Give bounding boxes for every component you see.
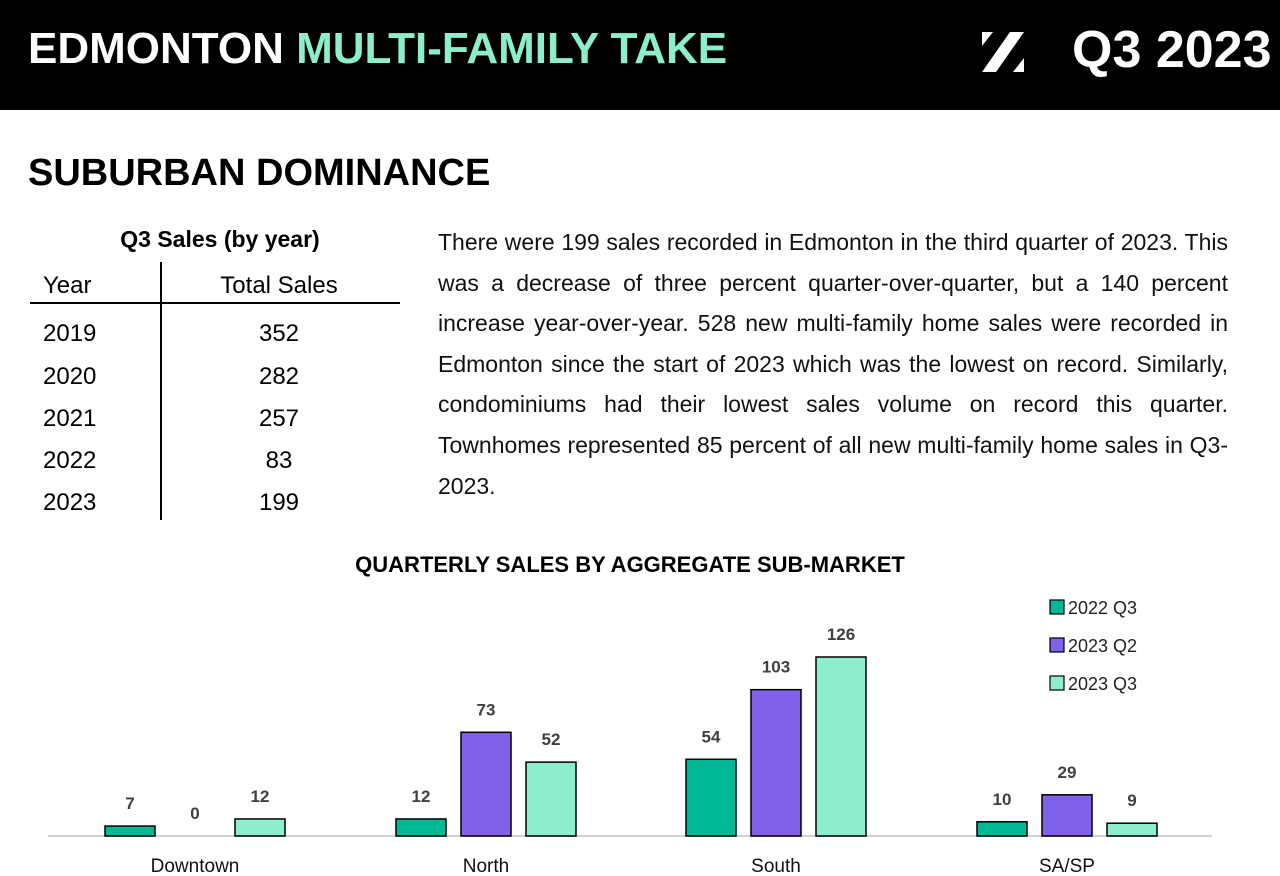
category-label: South — [751, 856, 801, 876]
bar-chart: 7 0 12 Downtown 12 73 52 North 54 103 126 South 10 29… — [48, 598, 1212, 876]
data-label: 10 — [993, 790, 1012, 809]
legend-swatch — [1049, 675, 1065, 691]
legend-label: 2023 Q2 — [1068, 636, 1137, 656]
table-row: 2022 83 — [30, 447, 400, 487]
data-label: 12 — [251, 787, 270, 806]
category-label: Downtown — [151, 856, 240, 876]
bar — [1041, 794, 1093, 837]
bar — [395, 818, 447, 837]
bar — [750, 688, 802, 837]
legend-swatch — [1049, 599, 1065, 615]
category-label: SA/SP — [1039, 856, 1095, 876]
table-cell-year: 2020 — [43, 363, 97, 390]
sales-table: Year Total Sales 2019 352 2020 282 2021 … — [30, 262, 400, 522]
brand-title-green: MULTI-FAMILY TAKE — [296, 24, 728, 73]
quarter-label: Q3 2023 — [1072, 21, 1272, 79]
table-row: 2020 282 — [30, 363, 400, 403]
table-cell-total: 352 — [258, 320, 300, 347]
table-cell-year: 2023 — [43, 489, 97, 516]
table-cell-year: 2021 — [43, 405, 97, 432]
bar — [460, 731, 512, 837]
summary-paragraph: There were 199 sales recorded in Edmonto… — [438, 229, 1228, 499]
data-label: 52 — [542, 730, 561, 749]
category-label: North — [463, 856, 509, 876]
section-title: SUBURBAN DOMINANCE — [28, 152, 491, 194]
brand-title-white: EDMONTON — [28, 24, 284, 73]
data-label: 103 — [762, 658, 790, 677]
data-label: 73 — [477, 700, 496, 719]
bar — [234, 818, 286, 837]
bar — [976, 821, 1028, 837]
data-label: 9 — [1127, 791, 1136, 810]
table-cell-total: 83 — [265, 447, 293, 474]
table-vertical-divider — [160, 262, 162, 520]
legend-label: 2022 Q3 — [1068, 598, 1137, 618]
bar — [1106, 822, 1158, 837]
table-header-year: Year — [43, 272, 92, 299]
legend-swatch — [1049, 637, 1065, 653]
data-label: 12 — [412, 787, 431, 806]
chart-title: QUARTERLY SALES BY AGGREGATE SUB-MARKET — [355, 552, 905, 577]
header-bar: EDMONTON MULTI-FAMILY TAKE Q3 2023 — [0, 0, 1280, 110]
table-cell-year: 2022 — [43, 447, 97, 474]
table-cell-total: 199 — [258, 489, 300, 516]
sales-table-title: Q3 Sales (by year) — [120, 226, 320, 252]
legend-label: 2023 Q3 — [1068, 674, 1137, 694]
table-row: 2021 257 — [30, 405, 400, 445]
brand-title: EDMONTON MULTI-FAMILY TAKE — [28, 24, 727, 74]
table-row: 2019 352 — [30, 320, 400, 360]
table-header-total: Total Sales — [220, 272, 338, 299]
table-row: 2023 199 — [30, 489, 400, 529]
data-label: 7 — [125, 794, 134, 813]
bar — [685, 758, 737, 837]
data-label: 54 — [702, 727, 721, 746]
bar — [104, 825, 156, 837]
data-label: 126 — [827, 625, 855, 644]
table-header-divider — [30, 302, 400, 304]
percent-slash-logo — [982, 32, 1024, 72]
table-cell-total: 282 — [258, 363, 300, 390]
table-cell-total: 257 — [258, 405, 300, 432]
data-label: 29 — [1058, 763, 1077, 782]
bar — [525, 761, 577, 837]
bar — [815, 656, 867, 837]
table-cell-year: 2019 — [43, 320, 97, 347]
data-label: 0 — [190, 804, 199, 823]
